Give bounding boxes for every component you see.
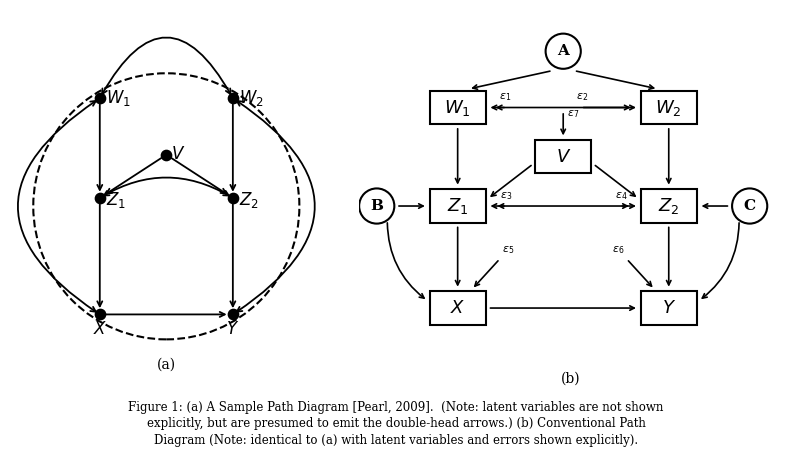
Text: $V$: $V$	[555, 148, 571, 166]
FancyBboxPatch shape	[429, 291, 485, 325]
Point	[227, 311, 239, 318]
Circle shape	[546, 34, 581, 69]
Point	[93, 194, 106, 202]
Text: Diagram (Note: identical to (a) with latent variables and errors shown explicitl: Diagram (Note: identical to (a) with lat…	[154, 434, 638, 447]
Text: $\varepsilon_1$: $\varepsilon_1$	[499, 91, 512, 104]
Circle shape	[359, 189, 394, 224]
Text: $Z_2$: $Z_2$	[658, 196, 680, 216]
Text: $\varepsilon_5$: $\varepsilon_5$	[501, 244, 514, 256]
Text: $Z_1$: $Z_1$	[106, 189, 126, 210]
Point	[227, 94, 239, 102]
FancyBboxPatch shape	[429, 91, 485, 124]
Text: $Z_2$: $Z_2$	[239, 189, 259, 210]
Text: (a): (a)	[157, 357, 176, 371]
Text: $W_1$: $W_1$	[444, 98, 471, 117]
FancyBboxPatch shape	[429, 189, 485, 223]
Text: $\varepsilon_4$: $\varepsilon_4$	[615, 190, 627, 202]
Text: $X$: $X$	[450, 299, 466, 317]
Text: $\varepsilon_7$: $\varepsilon_7$	[567, 108, 580, 121]
Text: explicitly, but are presumed to emit the double-head arrows.) (b) Conventional P: explicitly, but are presumed to emit the…	[147, 418, 645, 430]
FancyBboxPatch shape	[641, 189, 697, 223]
Text: $Z_1$: $Z_1$	[447, 196, 468, 216]
Point	[93, 311, 106, 318]
FancyBboxPatch shape	[641, 291, 697, 325]
Text: $W_2$: $W_2$	[239, 88, 264, 108]
Text: (b): (b)	[561, 371, 580, 385]
Text: $Y$: $Y$	[661, 299, 676, 317]
Text: $X$: $X$	[93, 321, 107, 338]
Point	[160, 151, 173, 158]
Text: $\varepsilon_3$: $\varepsilon_3$	[500, 190, 512, 202]
Point	[93, 94, 106, 102]
FancyBboxPatch shape	[641, 91, 697, 124]
Text: B: B	[370, 199, 383, 213]
FancyBboxPatch shape	[535, 140, 592, 174]
Text: C: C	[744, 199, 756, 213]
Circle shape	[732, 189, 767, 224]
Text: $Y$: $Y$	[227, 321, 239, 338]
Text: A: A	[558, 44, 569, 58]
Text: Figure 1: (a) A Sample Path Diagram [Pearl, 2009].  (Note: latent variables are : Figure 1: (a) A Sample Path Diagram [Pea…	[128, 401, 664, 414]
Text: $\varepsilon_2$: $\varepsilon_2$	[577, 91, 588, 104]
Text: $W_2$: $W_2$	[656, 98, 682, 117]
Text: $\varepsilon_6$: $\varepsilon_6$	[612, 244, 625, 256]
Text: $W_1$: $W_1$	[106, 88, 131, 108]
Point	[227, 194, 239, 202]
Text: $V$: $V$	[171, 146, 185, 162]
